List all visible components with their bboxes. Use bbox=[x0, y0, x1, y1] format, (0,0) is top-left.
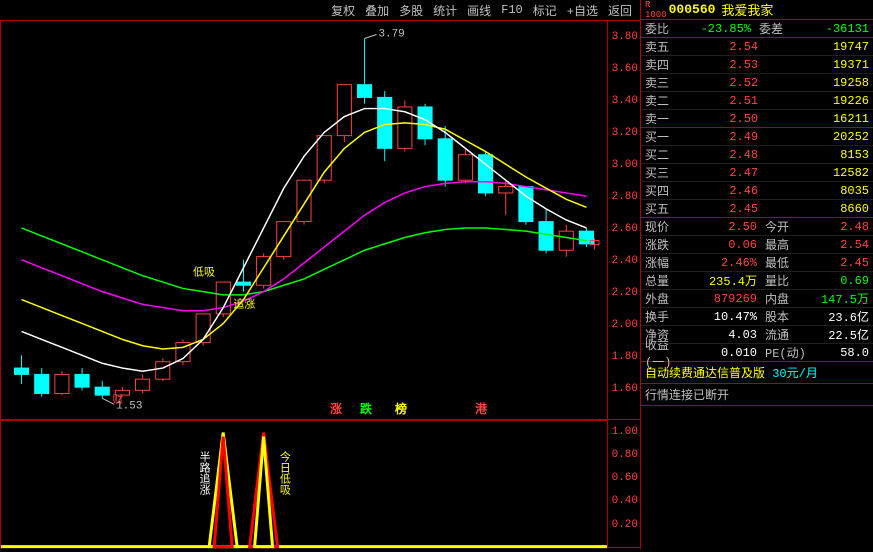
toolbar-stats[interactable]: 统计 bbox=[429, 2, 461, 19]
indicator-chart[interactable]: 半路追涨 今日低吸 bbox=[0, 420, 608, 548]
svg-text:今日低吸: 今日低吸 bbox=[277, 450, 290, 496]
ask-row: 卖二 2.51 19226 bbox=[641, 92, 873, 110]
bid-row: 买五 2.45 8660 bbox=[641, 200, 873, 218]
candlestick-chart[interactable]: 3.791.53低吸追涨财中 bbox=[0, 20, 608, 420]
quote-row: 换手 10.47% 股本 23.6亿 bbox=[641, 308, 873, 326]
connection-status: 行情连接已断开 bbox=[641, 384, 873, 406]
stock-name[interactable]: 我爱我家 bbox=[721, 0, 773, 19]
svg-text:半路追涨: 半路追涨 bbox=[197, 450, 210, 496]
ask-row: 卖四 2.53 19371 bbox=[641, 56, 873, 74]
toolbar-draw[interactable]: 画线 bbox=[463, 2, 495, 19]
ad-banner[interactable]: 自动续费通达信普及版 30元/月 bbox=[641, 362, 873, 384]
ask-row: 卖五 2.54 19747 bbox=[641, 38, 873, 56]
weicha-label: 委差 bbox=[759, 20, 797, 37]
stock-header: R1000 000560 我爱我家 bbox=[641, 0, 873, 20]
svg-text:低吸: 低吸 bbox=[193, 266, 215, 280]
chart-bottom-labels: 涨跌榜港 bbox=[0, 400, 608, 418]
bid-row: 买一 2.49 20252 bbox=[641, 128, 873, 146]
stock-code[interactable]: 000560 bbox=[669, 2, 716, 17]
quote-row: 外盘 879269 内盘 147.5万 bbox=[641, 290, 873, 308]
quote-row: 总量 235.4万 量比 0.69 bbox=[641, 272, 873, 290]
quote-grid: 现价 2.50 今开 2.48 涨跌 0.06 最高 2.54 涨幅 2.46%… bbox=[641, 218, 873, 362]
indicator-yaxis: 1.000.800.600.400.20 bbox=[608, 420, 640, 548]
ask-row: 卖一 2.50 16211 bbox=[641, 110, 873, 128]
toolbar-f10[interactable]: F10 bbox=[497, 3, 527, 17]
quote-row: 涨跌 0.06 最高 2.54 bbox=[641, 236, 873, 254]
ask-list: 卖五 2.54 19747 卖四 2.53 19371 卖三 2.52 1925… bbox=[641, 38, 873, 128]
quote-row: 现价 2.50 今开 2.48 bbox=[641, 218, 873, 236]
right-panel: R1000 000560 我爱我家 委比 -23.85% 委差 -36131 卖… bbox=[640, 0, 873, 549]
ask-row: 卖三 2.52 19258 bbox=[641, 74, 873, 92]
weibi-label: 委比 bbox=[641, 20, 679, 37]
bid-row: 买四 2.46 8035 bbox=[641, 182, 873, 200]
toolbar-mark[interactable]: 标记 bbox=[529, 2, 561, 19]
chart-yaxis: 3.803.603.403.203.002.802.602.402.202.00… bbox=[608, 20, 640, 420]
bid-row: 买三 2.47 12582 bbox=[641, 164, 873, 182]
quote-row: 收益(一) 0.010 PE(动) 58.0 bbox=[641, 344, 873, 362]
weibi-value: -23.85% bbox=[679, 22, 759, 36]
toolbar: 复权 叠加 多股 统计 画线 F10 标记 +自选 返回 bbox=[0, 0, 640, 20]
weicha-value: -36131 bbox=[797, 22, 873, 36]
toolbar-overlay[interactable]: 叠加 bbox=[361, 2, 393, 19]
stock-prefix: R1000 bbox=[645, 0, 667, 20]
bid-row: 买二 2.48 8153 bbox=[641, 146, 873, 164]
toolbar-multi[interactable]: 多股 bbox=[395, 2, 427, 19]
orderbook-header: 委比 -23.85% 委差 -36131 bbox=[641, 20, 873, 38]
toolbar-fav[interactable]: +自选 bbox=[563, 2, 602, 19]
toolbar-back[interactable]: 返回 bbox=[604, 2, 636, 19]
svg-text:中: 中 bbox=[589, 236, 601, 252]
quote-row: 涨幅 2.46% 最低 2.45 bbox=[641, 254, 873, 272]
svg-text:追涨: 追涨 bbox=[233, 297, 255, 312]
svg-text:3.79: 3.79 bbox=[378, 29, 404, 41]
toolbar-fuquan[interactable]: 复权 bbox=[327, 2, 359, 19]
bid-list: 买一 2.49 20252 买二 2.48 8153 买三 2.47 12582… bbox=[641, 128, 873, 218]
